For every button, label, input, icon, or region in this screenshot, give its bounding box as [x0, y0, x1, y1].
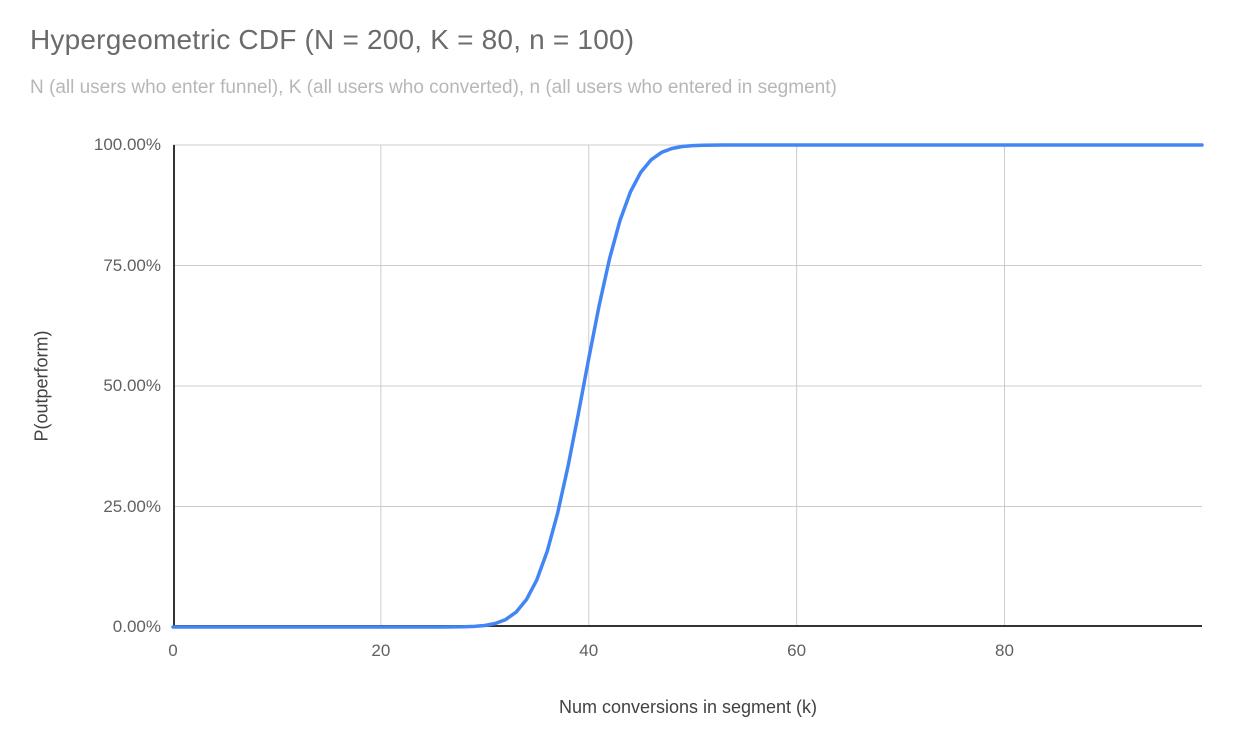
- y-tick-label: 25.00%: [103, 496, 161, 516]
- x-tick-label: 40: [579, 641, 599, 660]
- y-tick-label: 0.00%: [112, 617, 161, 636]
- x-tick-label: 20: [371, 641, 391, 660]
- y-tick-label: 75.00%: [103, 255, 161, 275]
- chart-title: Hypergeometric CDF (N = 200, K = 80, n =…: [30, 24, 635, 55]
- y-tick-label: 50.00%: [103, 376, 161, 395]
- plot-area: [171, 143, 1204, 629]
- chart-subtitle: N (all users who enter funnel), K (all u…: [30, 77, 837, 98]
- x-tick-label: 80: [995, 641, 1014, 660]
- y-tick-label: 100.00%: [93, 135, 161, 154]
- cdf-curve: [171, 143, 1204, 629]
- x-tick-label: 60: [787, 641, 807, 660]
- x-tick-label: 0: [168, 641, 178, 660]
- x-axis-title: Num conversions in segment (k): [558, 697, 818, 717]
